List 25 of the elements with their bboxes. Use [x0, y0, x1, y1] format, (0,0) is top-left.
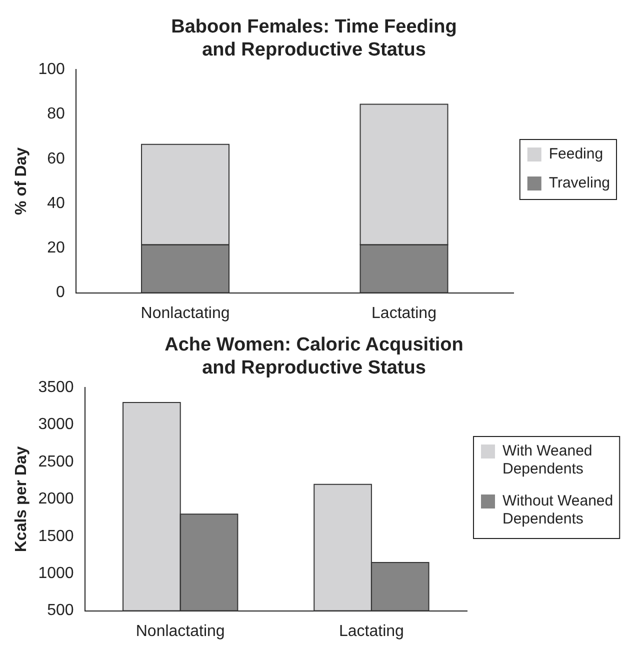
y-tick-label: 3500 [38, 379, 74, 396]
x-tick-label: Nonlactating [136, 622, 225, 640]
y-tick-label: 20 [47, 240, 65, 257]
x-tick-label: Lactating [372, 304, 436, 322]
y-tick-label: 1000 [38, 565, 74, 582]
y-tick-label: 2500 [38, 453, 74, 470]
x-tick-label: Nonlactating [140, 304, 230, 322]
chart-title: Baboon Females: Time Feeding and Reproductive Status [171, 16, 457, 60]
y-axis-title: Kcals per Day [13, 446, 30, 552]
x-tick-label: Lactating [338, 622, 404, 640]
chart-title: Ache Women: Caloric Acqusition and Reproductive Status [164, 334, 464, 378]
y-tick-label: 40 [47, 194, 65, 212]
legend-label: Without Weaned Dependents [502, 492, 614, 528]
y-tick-label: 3000 [38, 416, 74, 434]
y-tick-label: 100 [38, 61, 65, 78]
y-tick-label: 500 [47, 602, 74, 620]
y-tick-label: 2000 [38, 490, 74, 508]
y-tick-label: 80 [47, 106, 65, 123]
y-tick-label: 60 [47, 150, 65, 168]
y-tick-label: 1500 [38, 528, 74, 545]
legend-label: Feeding [548, 146, 604, 163]
legend-label: With Weaned Dependents [502, 442, 592, 478]
y-axis-title: % of Day [13, 147, 30, 215]
legend-label: Traveling [548, 174, 610, 192]
y-tick-label: 0 [56, 284, 65, 302]
